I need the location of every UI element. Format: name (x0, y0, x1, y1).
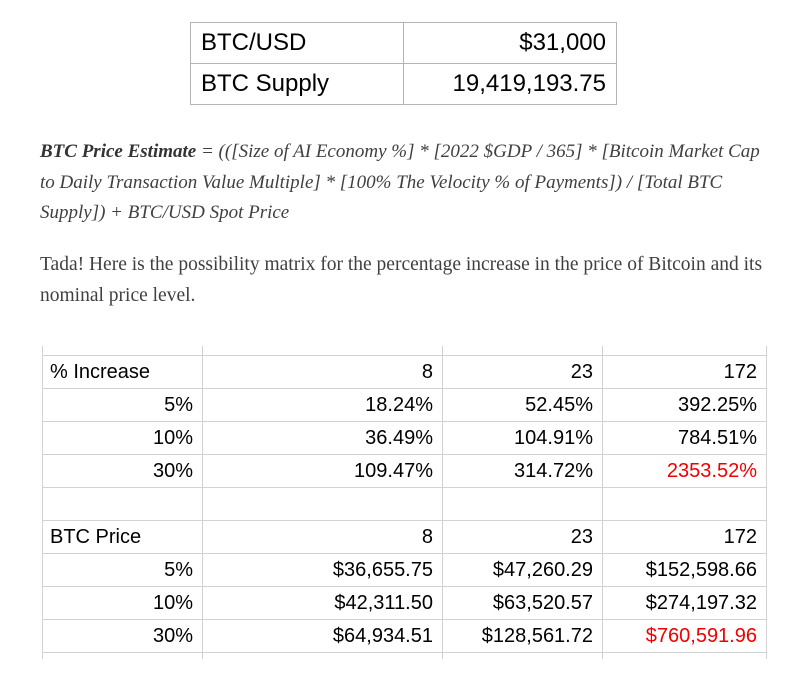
table-row: BTC Supply 19,419,193.75 (190, 63, 617, 105)
row-label: 30% (42, 619, 203, 653)
table-row: BTC/USD $31,000 (190, 22, 617, 64)
formula-body: = (([Size of AI Economy %] * [2022 $GDP … (40, 141, 760, 223)
cell-value: $47,260.29 (442, 553, 603, 587)
pct-header-row: % Increase 8 23 172 (42, 355, 767, 389)
row-label: 10% (42, 586, 203, 620)
multiple-8: 8 (202, 355, 443, 389)
btc-usd-value: $31,000 (403, 22, 617, 64)
cell-value: 392.25% (602, 388, 767, 422)
formula-lead: BTC Price Estimate (40, 141, 197, 162)
cropped-row-top (42, 346, 767, 356)
multiple-172: 172 (602, 520, 767, 554)
cell-value: 314.72% (442, 454, 603, 488)
row-label: 30% (42, 454, 203, 488)
multiple-8: 8 (202, 520, 443, 554)
pct-row-30: 30% 109.47% 314.72% 2353.52% (42, 454, 767, 488)
possibility-matrix-table: % Increase 8 23 172 5% 18.24% 52.45% 392… (42, 346, 767, 659)
row-label: 10% (42, 421, 203, 455)
cell-value: $274,197.32 (602, 586, 767, 620)
cell-value: $42,311.50 (202, 586, 443, 620)
cropped-row-bottom (42, 652, 767, 659)
pct-row-5: 5% 18.24% 52.45% 392.25% (42, 388, 767, 422)
row-label: 5% (42, 388, 203, 422)
multiple-172: 172 (602, 355, 767, 389)
price-row-30: 30% $64,934.51 $128,561.72 $760,591.96 (42, 619, 767, 653)
btc-usd-label: BTC/USD (190, 22, 404, 64)
spacer-row (42, 487, 767, 521)
pct-row-10: 10% 36.49% 104.91% 784.51% (42, 421, 767, 455)
cell-value: 784.51% (602, 421, 767, 455)
cell-value: $36,655.75 (202, 553, 443, 587)
cell-value: 18.24% (202, 388, 443, 422)
price-row-5: 5% $36,655.75 $47,260.29 $152,598.66 (42, 553, 767, 587)
possibility-matrix-sheet: % Increase 8 23 172 5% 18.24% 52.45% 392… (42, 346, 767, 659)
multiple-23: 23 (442, 355, 603, 389)
btc-quote-table: BTC/USD $31,000 BTC Supply 19,419,193.75 (190, 22, 617, 105)
cell-value: $152,598.66 (602, 553, 767, 587)
btc-supply-value: 19,419,193.75 (403, 63, 617, 105)
price-header-row: BTC Price 8 23 172 (42, 520, 767, 554)
cell-value: $63,520.57 (442, 586, 603, 620)
cell-value: 36.49% (202, 421, 443, 455)
price-header-label: BTC Price (42, 520, 203, 554)
cell-value: $64,934.51 (202, 619, 443, 653)
multiple-23: 23 (442, 520, 603, 554)
cell-value: 52.45% (442, 388, 603, 422)
cell-value: 104.91% (442, 421, 603, 455)
btc-supply-label: BTC Supply (190, 63, 404, 105)
row-label: 5% (42, 553, 203, 587)
cell-value: 109.47% (202, 454, 443, 488)
formula-paragraph: BTC Price Estimate = (([Size of AI Econo… (40, 137, 768, 229)
price-row-10: 10% $42,311.50 $63,520.57 $274,197.32 (42, 586, 767, 620)
pct-header-label: % Increase (42, 355, 203, 389)
intro-paragraph: Tada! Here is the possibility matrix for… (40, 254, 763, 306)
cell-value-highlighted: $760,591.96 (602, 619, 767, 653)
cell-value-highlighted: 2353.52% (602, 454, 767, 488)
cell-value: $128,561.72 (442, 619, 603, 653)
